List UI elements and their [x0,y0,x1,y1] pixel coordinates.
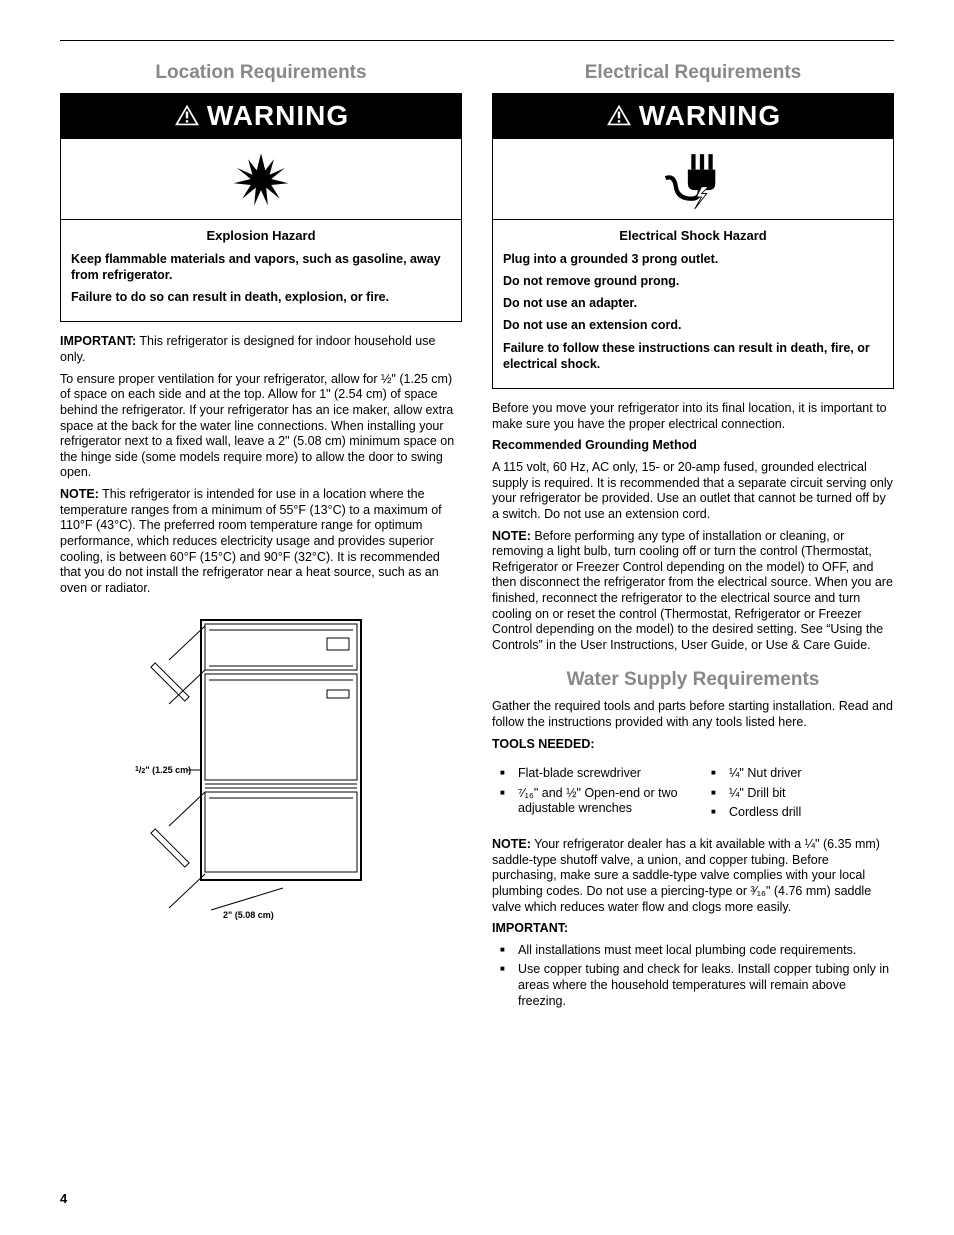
page-number: 4 [60,1191,67,1207]
left-column: Location Requirements WARNING Explosion … [60,53,462,1013]
warning-box-explosion: WARNING Explosion Hazard Keep flammable … [60,93,462,323]
warning-line: Do not use an adapter. [503,295,883,311]
shock-icon-wrap [493,139,893,221]
important-item: Use copper tubing and check for leaks. I… [492,962,894,1009]
warning-bar-text: WARNING [639,98,781,133]
water-intro: Gather the required tools and parts befo… [492,699,894,730]
tools-columns: Flat-blade screwdriver ⁷⁄₁₆" and ½" Open… [492,758,894,829]
grounding-body: A 115 volt, 60 Hz, AC only, 15- or 20-am… [492,460,894,523]
note-label: NOTE: [492,529,531,543]
water-note: NOTE: Your refrigerator dealer has a kit… [492,837,894,915]
tools-list-right: ¼" Nut driver ¼" Drill bit Cordless dril… [703,762,894,825]
note-text: This refrigerator is intended for use in… [60,487,442,595]
hazard-title: Electrical Shock Hazard [503,228,883,244]
diagram-label-side: 1/2" (1.25 cm) [135,765,191,775]
note-label: NOTE: [492,837,531,851]
electrical-note: NOTE: Before performing any type of inst… [492,529,894,654]
electrical-intro: Before you move your refrigerator into i… [492,401,894,432]
note-text: Your refrigerator dealer has a kit avail… [492,837,880,914]
explosion-icon [226,149,296,209]
important-paragraph: IMPORTANT: This refrigerator is designed… [60,334,462,365]
tool-item: Flat-blade screwdriver [492,766,683,782]
warning-line: Failure to do so can result in death, ex… [71,289,451,305]
diagram-label-bottom: 2" (5.08 cm) [223,910,274,920]
tools-list-left: Flat-blade screwdriver ⁷⁄₁₆" and ½" Open… [492,762,683,825]
warning-body: Explosion Hazard Keep flammable material… [61,220,461,321]
warning-bar-text: WARNING [207,98,349,133]
right-column: Electrical Requirements WARNING [492,53,894,1013]
hazard-title: Explosion Hazard [71,228,451,244]
note-text: Before performing any type of installati… [492,529,893,652]
top-rule [60,40,894,41]
grounding-heading: Recommended Grounding Method [492,438,894,454]
important-label: IMPORTANT: [60,334,136,348]
note-label: NOTE: [60,487,99,501]
electrical-shock-icon [658,149,728,209]
important-list: All installations must meet local plumbi… [492,943,894,1010]
two-column-layout: Location Requirements WARNING Explosion … [60,53,894,1013]
tool-item: ⁷⁄₁₆" and ½" Open-end or two adjustable … [492,786,683,817]
alert-triangle-icon [173,103,201,127]
tool-item: ¼" Nut driver [703,766,894,782]
water-heading: Water Supply Requirements [492,668,894,692]
important-item: All installations must meet local plumbi… [492,943,894,959]
note-paragraph: NOTE: This refrigerator is intended for … [60,487,462,596]
warning-line: Do not use an extension cord. [503,317,883,333]
alert-triangle-icon [605,103,633,127]
warning-box-electrical: WARNING Electrical Shock Hazard [492,93,894,389]
warning-line: Do not remove ground prong. [503,273,883,289]
fridge-clearance-diagram: 1/2" (1.25 cm) 2" (5.08 cm) [131,610,391,920]
warning-bar: WARNING [493,94,893,139]
explosion-icon-wrap [61,139,461,221]
tool-item: Cordless drill [703,805,894,821]
electrical-heading: Electrical Requirements [492,61,894,85]
warning-bar: WARNING [61,94,461,139]
tool-item: ¼" Drill bit [703,786,894,802]
important-heading: IMPORTANT: [492,921,894,937]
warning-line: Keep flammable materials and vapors, suc… [71,251,451,284]
tools-heading: TOOLS NEEDED: [492,737,894,753]
warning-line: Failure to follow these instructions can… [503,340,883,373]
warning-body: Electrical Shock Hazard Plug into a grou… [493,220,893,388]
location-heading: Location Requirements [60,61,462,85]
warning-line: Plug into a grounded 3 prong outlet. [503,251,883,267]
ventilation-paragraph: To ensure proper ventilation for your re… [60,372,462,481]
